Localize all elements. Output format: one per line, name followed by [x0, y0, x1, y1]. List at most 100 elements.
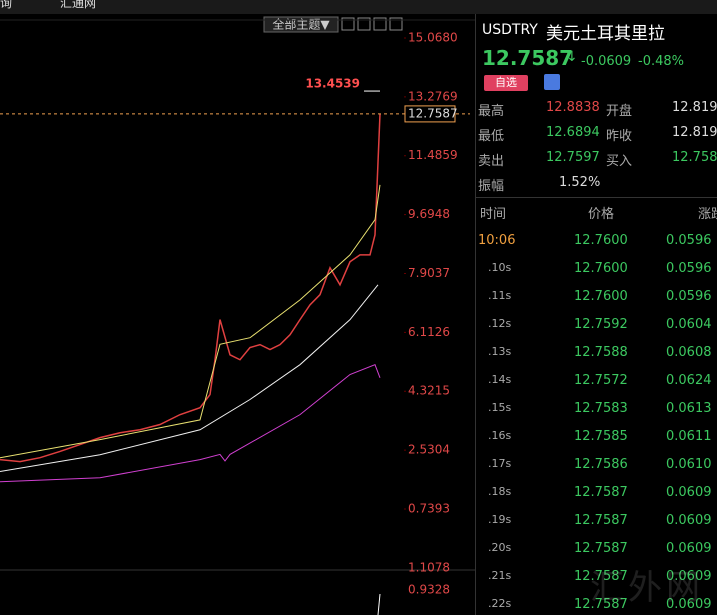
tick-cell: .17s [488, 457, 512, 470]
price-line [0, 284, 379, 472]
lower-tick-label: 0.9328 [408, 583, 450, 597]
tick-cell: .11s [488, 289, 512, 302]
tick-cell: 12.7586 [574, 457, 628, 472]
arrow: ↓ [566, 49, 578, 65]
menu-item[interactable]: 汇通网 [60, 0, 97, 10]
tick-cell: .10s [488, 261, 512, 274]
table-header: 涨跌 [698, 207, 717, 222]
tick-cell: .22s [488, 597, 512, 610]
stat-cell: 12.7587 [672, 150, 717, 165]
y-tick-label: 2.5304 [408, 443, 450, 457]
tick-cell: 12.7572 [574, 373, 628, 388]
stat-cell: 12.8838 [546, 100, 600, 115]
tick-cell: 0.0609 [666, 513, 712, 528]
tick-cell: 0.0611 [666, 429, 712, 444]
tick-cell: 0.0624 [666, 373, 712, 388]
tick-cell: 12.7583 [574, 401, 628, 416]
tick-cell: .20s [488, 541, 512, 554]
menu-item[interactable]: 查询 [0, 0, 13, 10]
theme-label[interactable]: 全部主题▼ [272, 17, 330, 32]
name: 美元土耳其里拉 [546, 24, 665, 44]
tick-cell: 0.0596 [666, 261, 712, 276]
tick-cell: 0.0596 [666, 289, 712, 304]
table-header: 价格 [588, 207, 615, 222]
y-tick-label: 9.6948 [408, 207, 450, 221]
price-line [0, 184, 381, 459]
tick-cell: 0.0610 [666, 457, 712, 472]
tick-cell: 0.0596 [666, 233, 712, 248]
tick-cell: 0.0609 [666, 597, 712, 612]
tick-cell: 12.7588 [574, 345, 628, 360]
y-tick-label: 7.9037 [408, 266, 450, 280]
change: -0.0609 [581, 54, 632, 69]
divider [476, 197, 717, 198]
last-price-label: 12.7587 [408, 106, 458, 120]
y-tick-label: 11.4859 [408, 148, 458, 162]
y-tick-label: 13.2769 [408, 89, 458, 103]
top-bar: 查询 汇通网 [0, 0, 717, 14]
lower-tick-label: 1.1078 [408, 561, 450, 575]
tick-cell: 12.7600 [574, 289, 628, 304]
tick-cell: 10:06 [478, 233, 516, 248]
y-tick-label: 15.0680 [408, 31, 458, 45]
tick-cell: 0.0609 [666, 541, 712, 556]
price-line [0, 113, 381, 463]
tick-cell: 0.0608 [666, 345, 712, 360]
tick-cell: 12.7585 [574, 429, 628, 444]
tick-cell: 12.7592 [574, 317, 628, 332]
indicator-line [377, 593, 381, 615]
stat-cell: 12.8196 [672, 100, 717, 115]
stat-cell: 振幅 [478, 179, 505, 194]
tick-cell: .18s [488, 485, 512, 498]
quote-panel: USDTRY 美元土耳其里拉 12.7587 ↓ -0.0609 -0.48% 自选 最高 12… [475, 14, 717, 615]
y-tick-label: 6.1126 [408, 325, 450, 339]
last-price-box [404, 105, 456, 123]
theme-button[interactable] [263, 16, 339, 33]
tick-cell: .15s [488, 401, 512, 414]
stat-cell: 卖出 [478, 154, 505, 169]
tick-cell: 12.7587 [574, 597, 628, 612]
tick-cell: 0.0609 [666, 569, 712, 584]
y-tick-label: 4.3215 [408, 384, 450, 398]
price-line [0, 364, 381, 483]
symbol: USDTRY [482, 22, 538, 38]
price: 12.7587 [482, 46, 574, 70]
watermark: 汇外网 [590, 568, 704, 608]
stat-cell: 12.7597 [546, 150, 600, 165]
bell-button[interactable] [544, 74, 560, 90]
tick-cell: .19s [488, 513, 512, 526]
chart: 全部主题▼ 15.0680 13.2769 11.4859 9.6948 7.9037 6… [0, 16, 475, 615]
tool-icon[interactable] [357, 17, 371, 31]
y-tick-label: 0.7393 [408, 502, 450, 516]
stat-cell: 昨收 [606, 129, 633, 144]
stat-cell: 12.6894 [546, 125, 600, 140]
pct: -0.48% [638, 54, 684, 69]
tick-cell: 12.7587 [574, 485, 628, 500]
tick-cell: .16s [488, 429, 512, 442]
tick-cell: .12s [488, 317, 512, 330]
tick-cell: 12.7587 [574, 569, 628, 584]
tick-cell: .21s [488, 569, 512, 582]
stat-cell: 1.52% [559, 175, 601, 190]
tick-cell: 12.7587 [574, 513, 628, 528]
tick-cell: 0.0613 [666, 401, 712, 416]
fav-button[interactable]: 自选 [484, 75, 528, 91]
tick-cell: 12.7587 [574, 541, 628, 556]
tool-icon[interactable] [389, 17, 403, 31]
stat-cell: 开盘 [606, 104, 633, 119]
tool-icon[interactable] [373, 17, 387, 31]
stat-cell: 买入 [606, 154, 633, 169]
tick-cell: 0.0609 [666, 485, 712, 500]
stat-cell: 最低 [478, 129, 505, 144]
table-header: 时间 [480, 207, 507, 222]
tick-cell: .14s [488, 373, 512, 386]
tick-cell: 12.7600 [574, 261, 628, 276]
tool-icon[interactable] [341, 17, 355, 31]
tick-cell: 0.0604 [666, 317, 712, 332]
tick-cell: 12.7600 [574, 233, 628, 248]
high-label: 13.4539 [305, 77, 360, 91]
stat-cell: 12.8196 [672, 125, 717, 140]
stat-cell: 最高 [478, 104, 505, 119]
tick-cell: .13s [488, 345, 512, 358]
